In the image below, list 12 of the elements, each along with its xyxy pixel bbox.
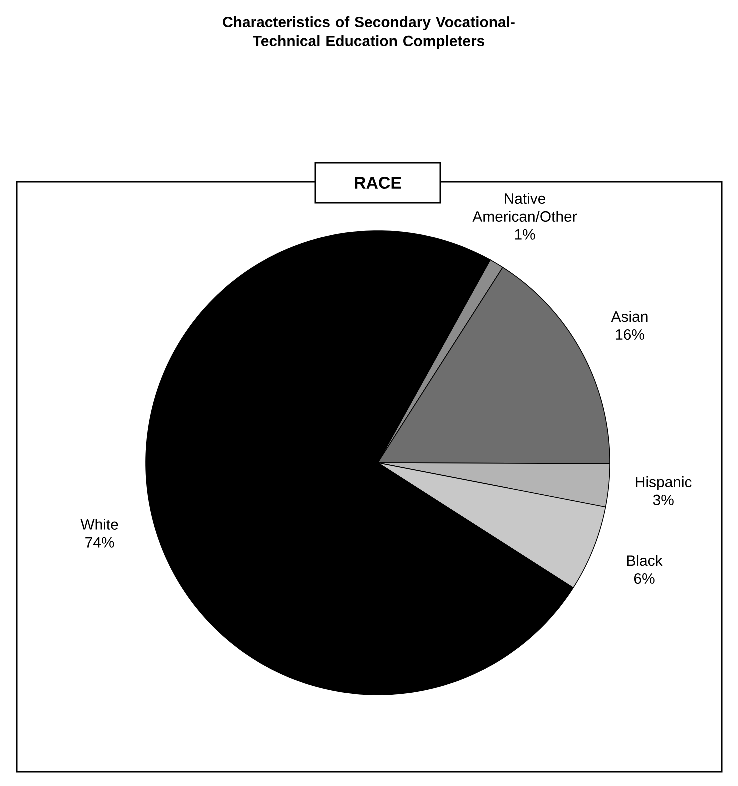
chart-subtitle: RACE [355,176,402,189]
slice-label: Native American/Other [472,193,578,222]
slice-label: Black [627,555,663,566]
data-label: 6% [634,573,655,584]
data-label: 16% [616,329,644,340]
slice-label: White [80,518,118,530]
data-label: 3% [653,494,674,506]
slice-label: Asian [611,311,648,322]
slice-label: Hispanic [636,476,692,490]
chart-title: Characteristics of Secondary Vocational-Technical Education Completers [223,16,515,50]
data-label: 74% [86,537,114,548]
data-label: 1% [515,229,536,240]
